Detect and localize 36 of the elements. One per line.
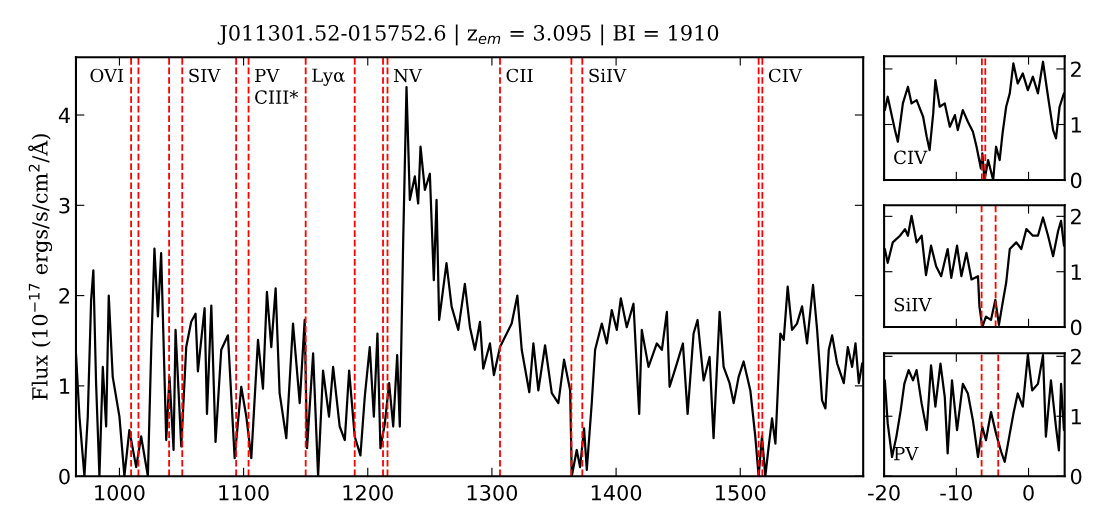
ref-line-label: Lyα bbox=[312, 68, 345, 86]
x-tick-label: 1300 bbox=[467, 484, 518, 501]
ref-line-label: SIV bbox=[189, 68, 221, 83]
y-tick-label: 4 bbox=[58, 107, 70, 123]
y-tick-label: 1 bbox=[1071, 264, 1081, 280]
annotation: SiIV bbox=[894, 297, 932, 312]
y-tick-label: 3 bbox=[59, 197, 70, 214]
y-tick-label: 0 bbox=[1070, 172, 1082, 189]
ref-line-label: CIV bbox=[768, 68, 803, 83]
ref-line-label: SiIV bbox=[589, 68, 627, 83]
x-tick-label: 1100 bbox=[219, 484, 269, 501]
y-tick-label: 2 bbox=[1071, 208, 1081, 225]
ref-line-label: CII bbox=[506, 68, 533, 83]
y-tick-label: 1 bbox=[1071, 408, 1081, 425]
y-axis-title: Flux (10$^{−17}$ ergs/s/cm$^{2}$/Å) bbox=[28, 134, 53, 400]
y-tick-label: 0 bbox=[1070, 319, 1082, 336]
y-tick-label: 0 bbox=[59, 468, 70, 485]
y-tick-label: 0 bbox=[1070, 468, 1082, 485]
y-tick-label: 1 bbox=[60, 378, 70, 394]
annotation: PV bbox=[894, 446, 919, 461]
x-tick-label: -20 bbox=[868, 484, 900, 501]
x-tick-label: 1200 bbox=[343, 484, 393, 501]
y-tick-label: 2 bbox=[59, 288, 70, 304]
chart-title: J011301.52-015752.6 | z$_{em}$ = 3.095 | BI = 1910 bbox=[217, 24, 719, 46]
x-tick-label: 1000 bbox=[95, 484, 145, 501]
ref-line-label: OVI bbox=[90, 68, 124, 83]
annotation: CIV bbox=[894, 150, 928, 165]
x-tick-label: -10 bbox=[940, 484, 972, 501]
x-tick-label: 0 bbox=[1023, 484, 1034, 501]
x-tick-label: 1400 bbox=[591, 484, 642, 501]
x-tick-label: 1500 bbox=[716, 484, 766, 501]
ref-line-label: PV CIII* bbox=[255, 68, 299, 104]
y-tick-label: 2 bbox=[1071, 61, 1081, 77]
y-tick-label: 2 bbox=[1071, 348, 1081, 365]
y-tick-label: 1 bbox=[1071, 117, 1081, 133]
ref-line-label: NV bbox=[393, 68, 423, 83]
